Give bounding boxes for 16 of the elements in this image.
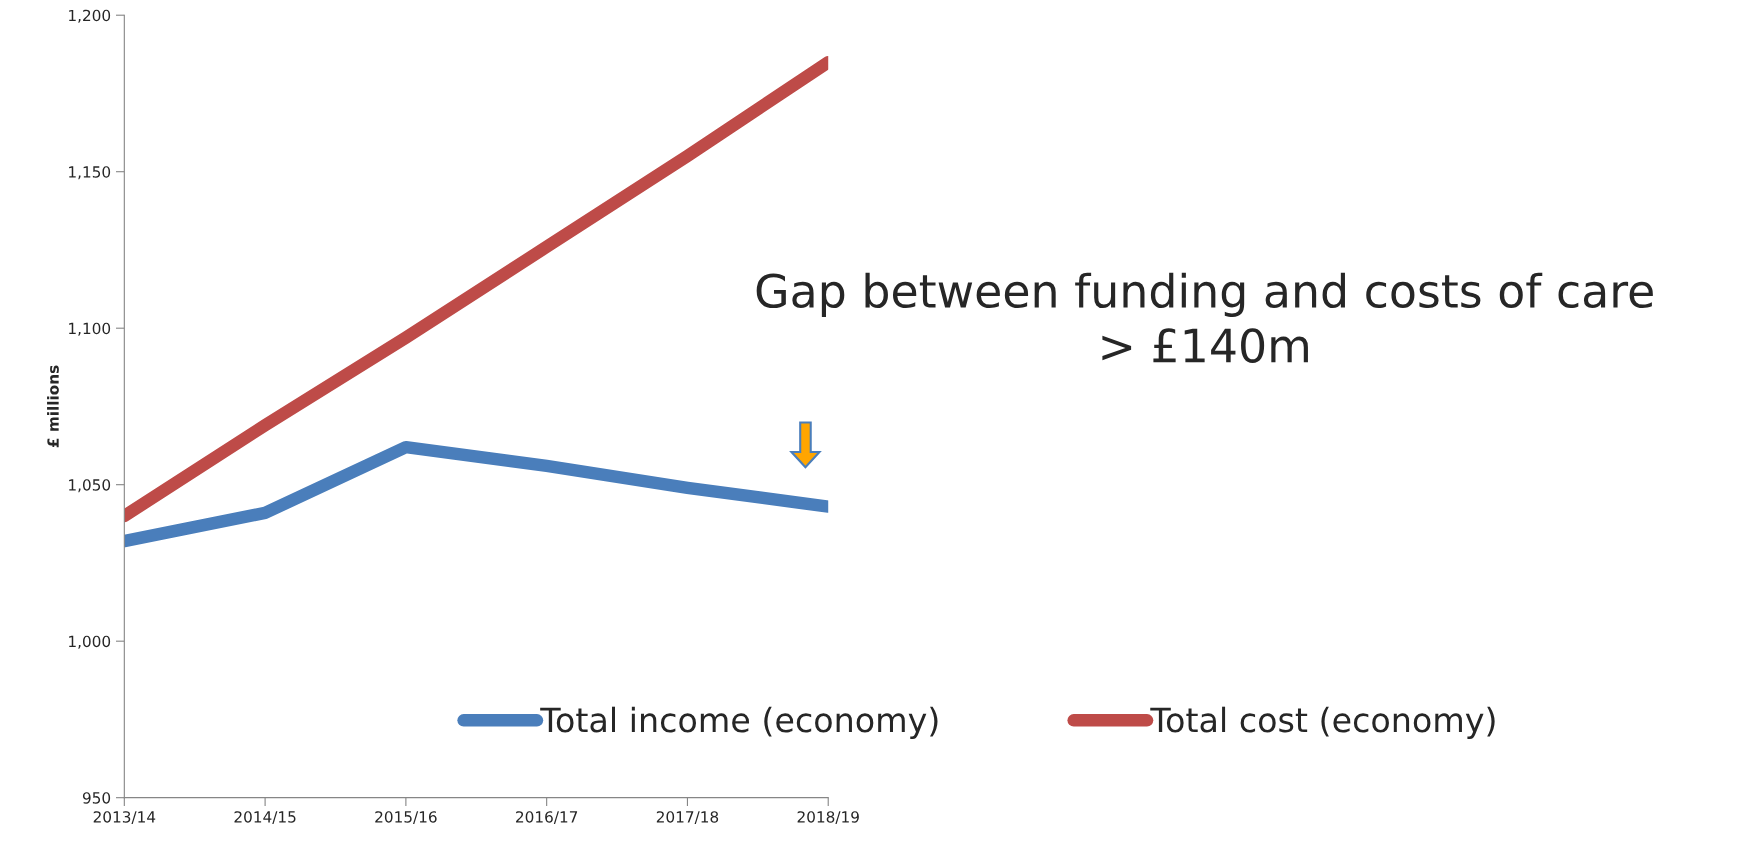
y-tick-label: 1,150 <box>69 166 111 180</box>
y-axis-title: £ millions <box>47 365 59 448</box>
legend-label: Total income (economy) <box>540 706 938 739</box>
x-tick-label: 2018/19 <box>797 811 859 824</box>
legend-label: Total cost (economy) <box>1150 706 1495 739</box>
y-tick-label: 950 <box>82 792 111 804</box>
annotation: Gap between funding and costs of care > £140m <box>756 272 1653 363</box>
x-tick-label: 2017/18 <box>656 811 719 824</box>
y-tick-label: 1,200 <box>69 9 111 23</box>
x-tick-label: 2013/14 <box>93 811 156 824</box>
y-tick-label: 1,000 <box>69 635 111 649</box>
y-tick-label: 1,100 <box>69 322 111 336</box>
y-tick-label: 1,050 <box>69 479 111 493</box>
x-tick-label: 2015/16 <box>375 811 437 824</box>
x-tick-label: 2014/15 <box>234 811 296 824</box>
x-tick-label: 2016/17 <box>516 811 578 824</box>
